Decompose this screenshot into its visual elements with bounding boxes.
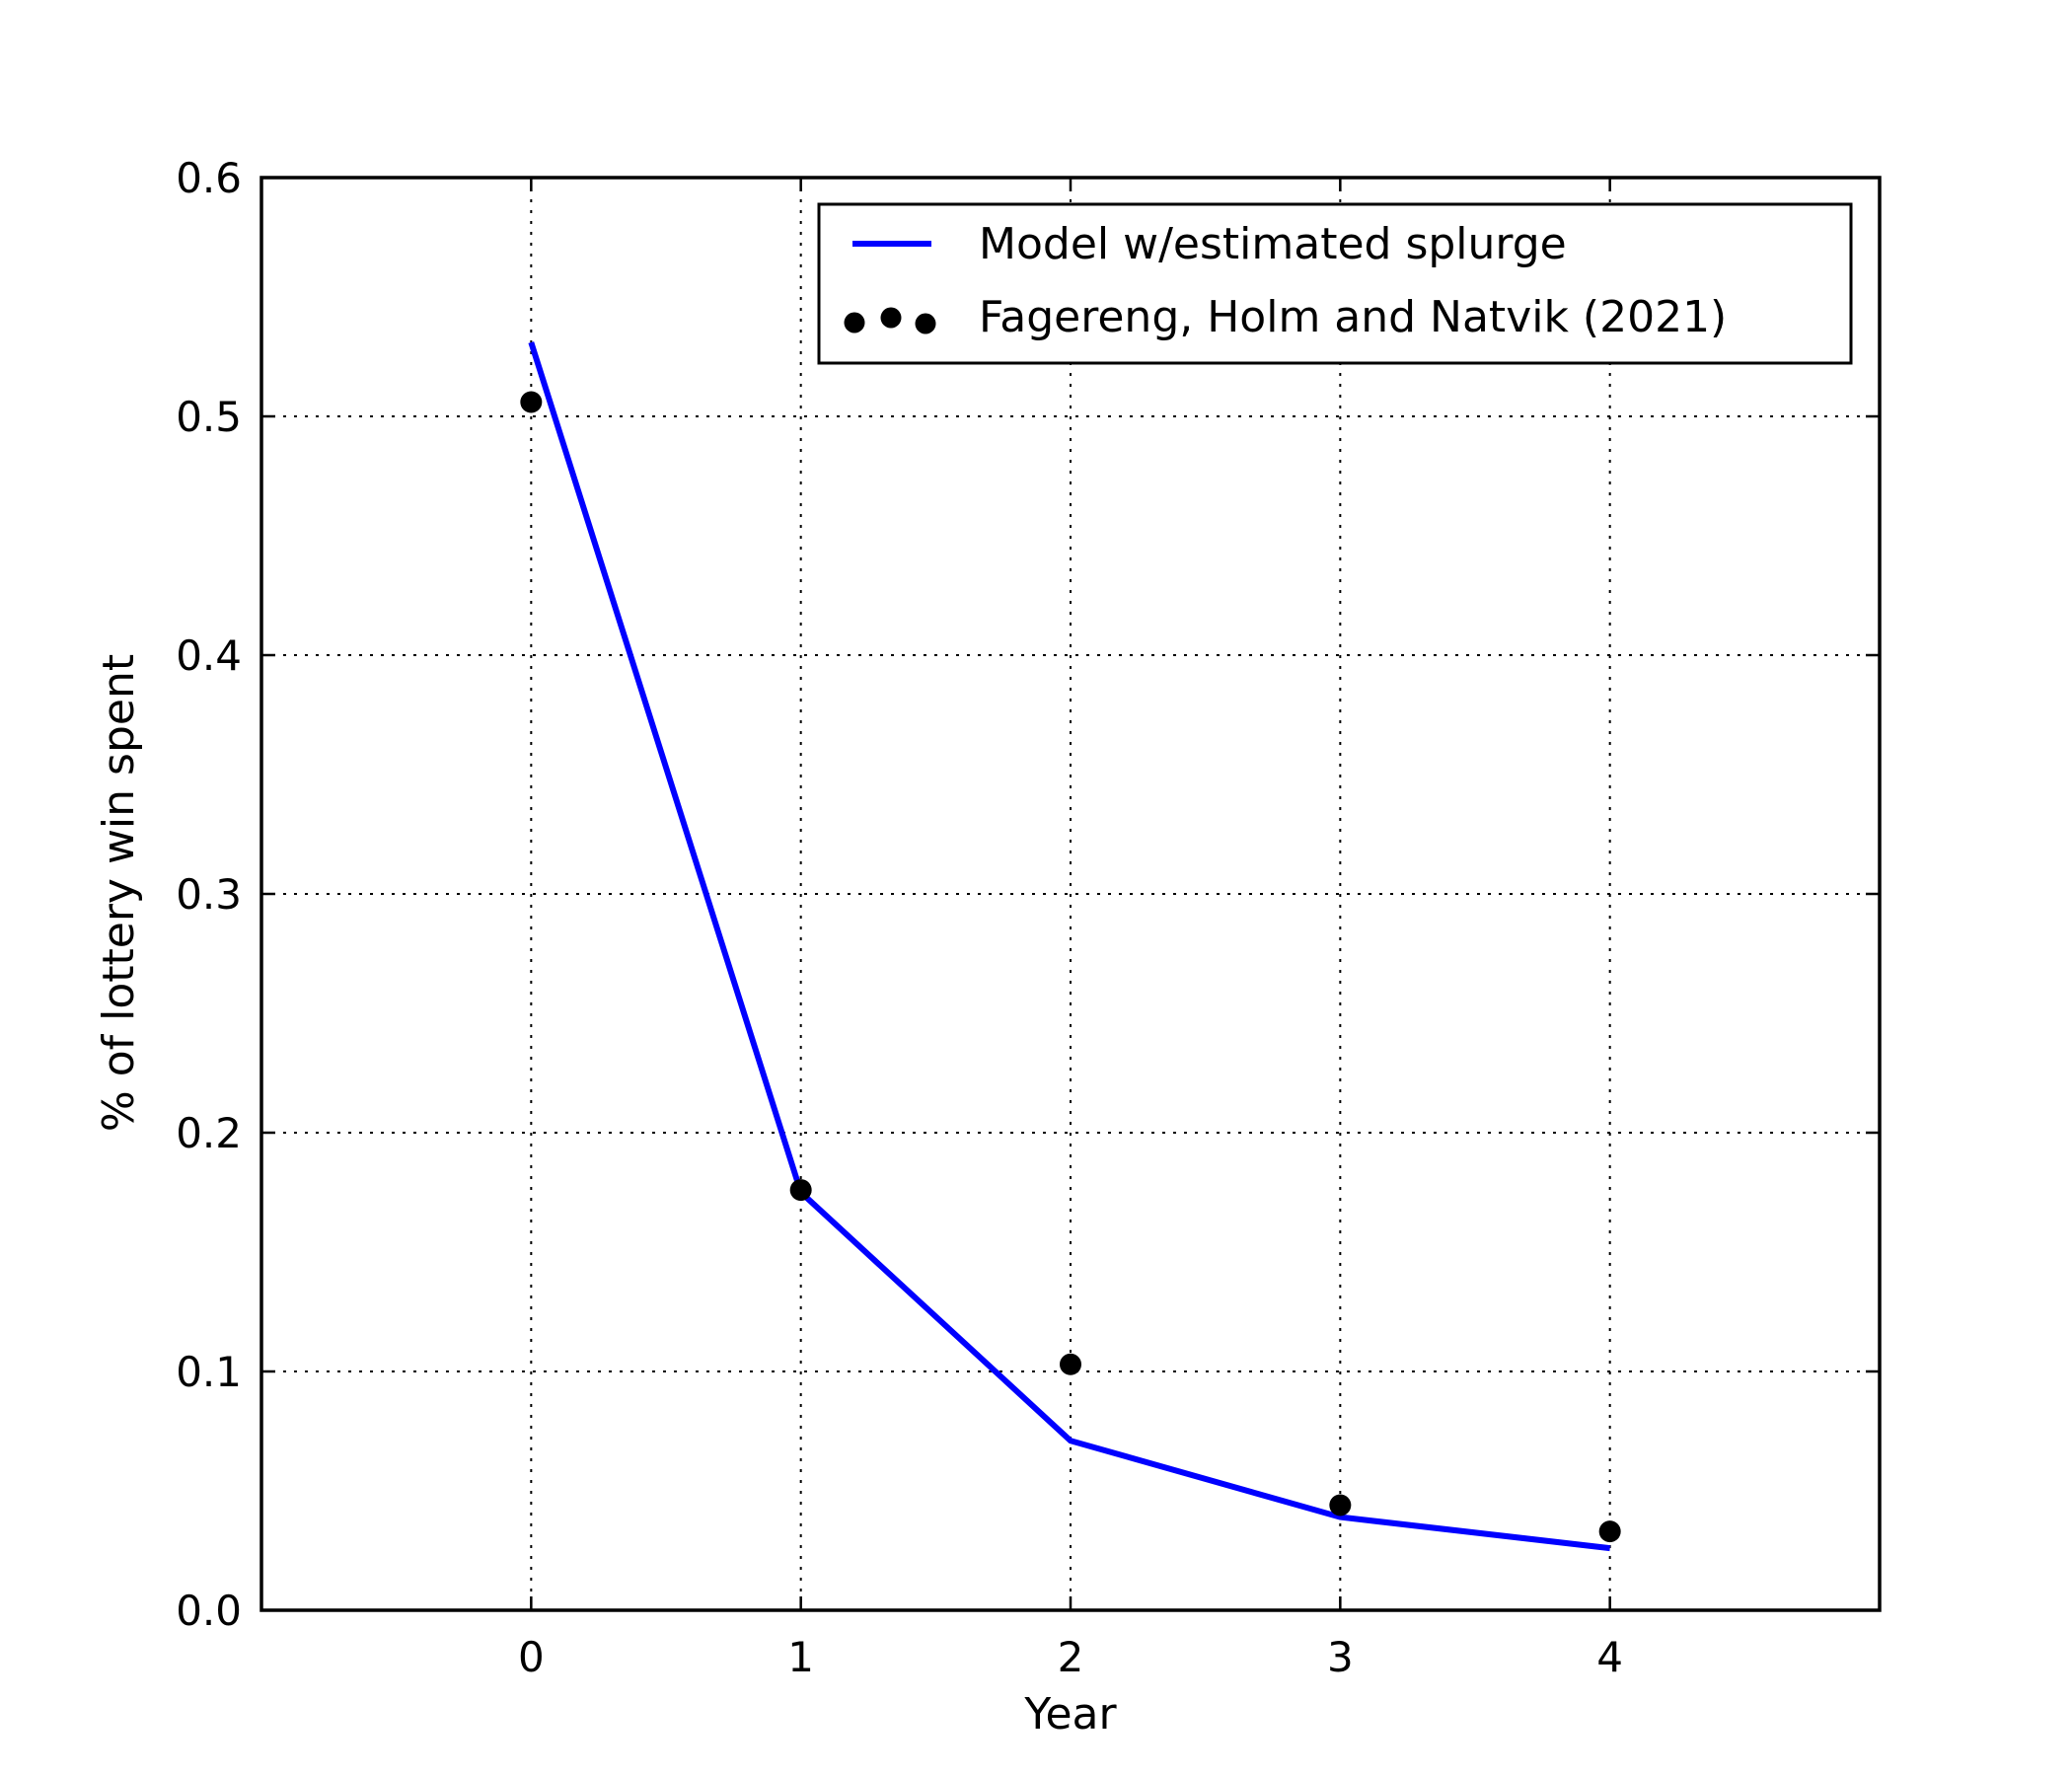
y-axis-label: % of lottery win spent (94, 654, 144, 1132)
x-axis-label: Year (1023, 1689, 1117, 1739)
ticks: 0 1 2 3 4 0.0 0.1 0.2 0.3 0.4 0.5 0.6 (176, 154, 1880, 1681)
legend-dots-swatch (844, 307, 936, 334)
y-tick-label: 0.6 (176, 154, 242, 202)
data-point (789, 1179, 812, 1202)
y-tick-label: 0.5 (176, 393, 242, 441)
y-tick-label: 0.4 (176, 631, 242, 680)
data-point (1598, 1520, 1621, 1543)
legend-dot (915, 313, 936, 334)
series-layer (520, 341, 1621, 1552)
y-tick-label: 0.1 (176, 1348, 242, 1396)
legend-dot (844, 312, 865, 333)
legend-label-model: Model w/estimated splurge (979, 219, 1567, 269)
x-tick-label: 4 (1596, 1633, 1623, 1681)
y-tick-label: 0.0 (176, 1587, 242, 1635)
legend-dot (880, 307, 902, 329)
x-tick-label: 2 (1058, 1633, 1084, 1681)
x-tick-label: 0 (518, 1633, 545, 1681)
data-point (520, 391, 543, 413)
legend: Model w/estimated splurge Fagereng, Holm… (817, 202, 1853, 365)
series-line-model (528, 341, 1611, 1552)
y-tick-label: 0.2 (176, 1109, 242, 1157)
x-tick-label: 3 (1327, 1633, 1354, 1681)
data-point (1329, 1494, 1352, 1517)
y-tick-label: 0.3 (176, 870, 242, 919)
data-point (1060, 1353, 1081, 1375)
legend-label-data: Fagereng, Holm and Natvik (2021) (979, 292, 1727, 342)
legend-box (817, 202, 1853, 365)
x-tick-label: 1 (787, 1633, 814, 1681)
grid (261, 178, 1880, 1610)
